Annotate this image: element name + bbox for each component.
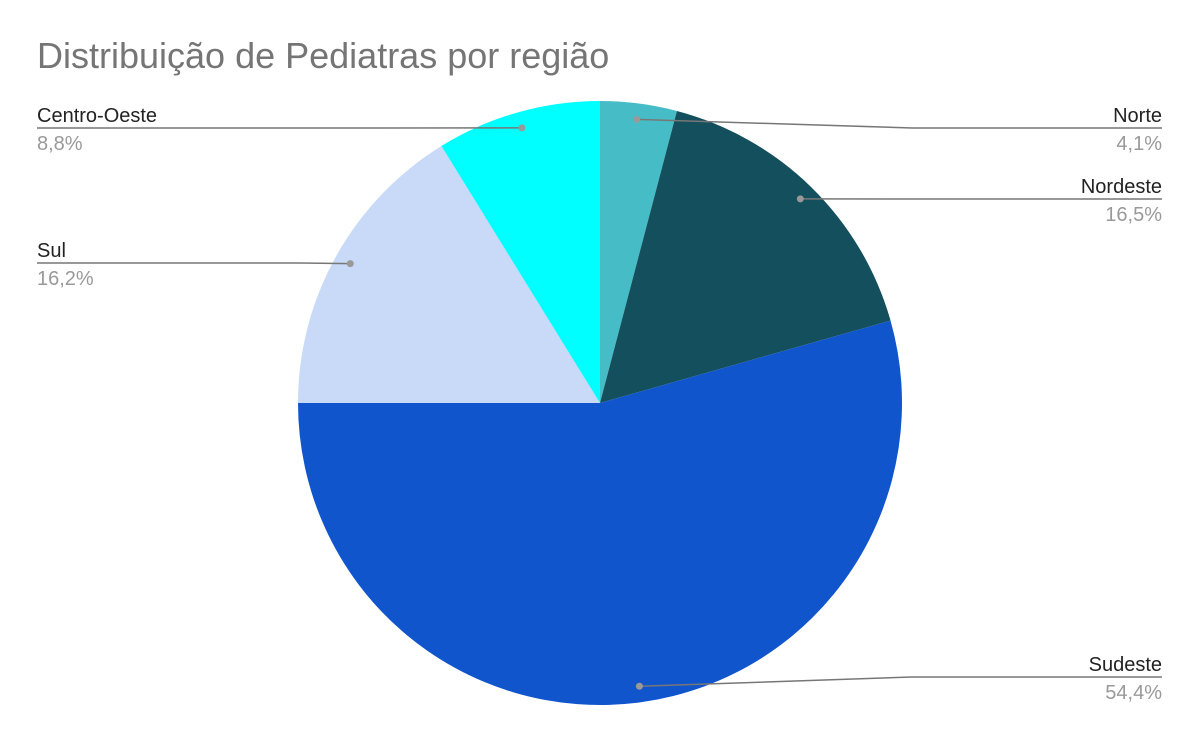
- leader-dot: [518, 124, 526, 132]
- data-label: 8,8%: [37, 133, 83, 155]
- pie-slice: [298, 320, 902, 705]
- data-label: 54,4%: [1105, 682, 1162, 704]
- leader-dot: [796, 195, 804, 203]
- legend-label: Sudeste: [1089, 654, 1162, 676]
- leader-dot: [633, 115, 641, 123]
- legend-label: Centro-Oeste: [37, 105, 157, 127]
- pie-slice: [600, 101, 677, 403]
- legend-label: Norte: [1113, 105, 1162, 127]
- legend-label: Sul: [37, 240, 66, 262]
- chart-title: Distribuição de Pediatras por região: [37, 35, 609, 76]
- leader-dot: [346, 260, 354, 268]
- pie-slice: [600, 110, 891, 404]
- pie-slice: [441, 101, 600, 403]
- leader-line: [639, 676, 1162, 688]
- pie-slice: [298, 145, 600, 403]
- data-label: 16,5%: [1105, 204, 1162, 226]
- data-label: 16,2%: [37, 268, 94, 290]
- leader-line: [636, 118, 1162, 129]
- data-label: 4,1%: [1116, 133, 1162, 155]
- leader-dot: [635, 682, 643, 690]
- leader-line: [37, 262, 351, 265]
- legend-label: Nordeste: [1081, 176, 1162, 198]
